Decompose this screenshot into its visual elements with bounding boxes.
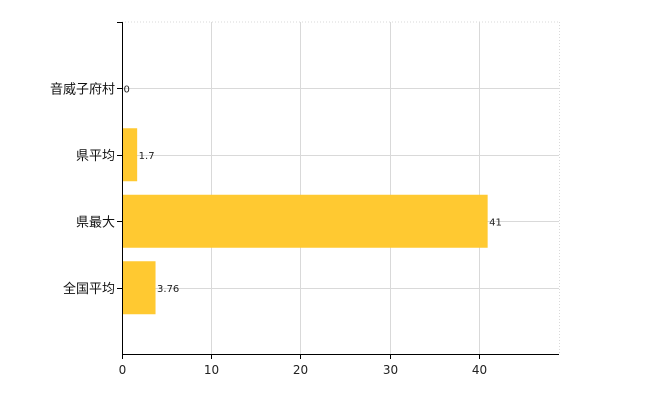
x-tick-label: 30	[383, 363, 398, 377]
value-label: 0	[124, 84, 130, 95]
x-tick-label: 40	[472, 363, 487, 377]
value-label: 1.7	[139, 151, 155, 162]
bar	[122, 128, 138, 182]
labels: 0 10 20 30 40 音威子府村 0 県平均 1.7 県最大 41 全国平均 3.76	[50, 81, 502, 377]
bar	[122, 194, 488, 248]
bar	[122, 261, 156, 315]
category-label: 県最大	[76, 215, 115, 230]
category-label: 県平均	[76, 149, 115, 164]
gridlines	[122, 21, 560, 354]
value-label: 3.76	[157, 284, 179, 295]
category-label: 全国平均	[63, 281, 115, 297]
value-label: 41	[489, 217, 502, 228]
x-tick-label: 20	[293, 363, 308, 377]
x-tick-label: 0	[119, 363, 127, 377]
x-tick-label: 10	[204, 363, 219, 377]
axes	[117, 22, 559, 359]
bars	[122, 128, 488, 315]
category-label: 音威子府村	[50, 81, 115, 97]
